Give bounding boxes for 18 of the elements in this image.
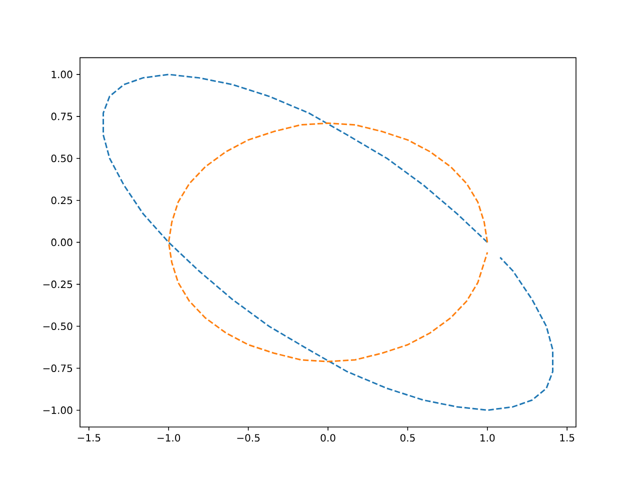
line-series: [168, 122, 488, 362]
x-tick-label: 0.0: [320, 434, 336, 442]
y-tick-label: 0.00: [51, 238, 72, 246]
y-tick-label: −0.25: [43, 280, 72, 288]
y-tick-label: 0.25: [51, 196, 72, 204]
y-tick-label: −0.50: [43, 322, 72, 330]
x-tick-label: 0.5: [400, 434, 415, 442]
y-tick-label: 1.00: [52, 70, 72, 78]
y-tick-label: −0.75: [43, 364, 72, 372]
line-series: [102, 74, 554, 411]
x-tick-label: 1.5: [560, 434, 574, 442]
y-tick-label: 0.75: [51, 112, 72, 120]
y-tick-label: 0.50: [51, 154, 72, 162]
x-tick-label: 1.0: [480, 434, 495, 442]
y-tick-label: −1.00: [43, 406, 72, 414]
x-tick-label: −1.5: [78, 434, 100, 442]
x-tick-label: −1.0: [158, 434, 180, 442]
x-tick-label: −0.5: [237, 434, 260, 442]
